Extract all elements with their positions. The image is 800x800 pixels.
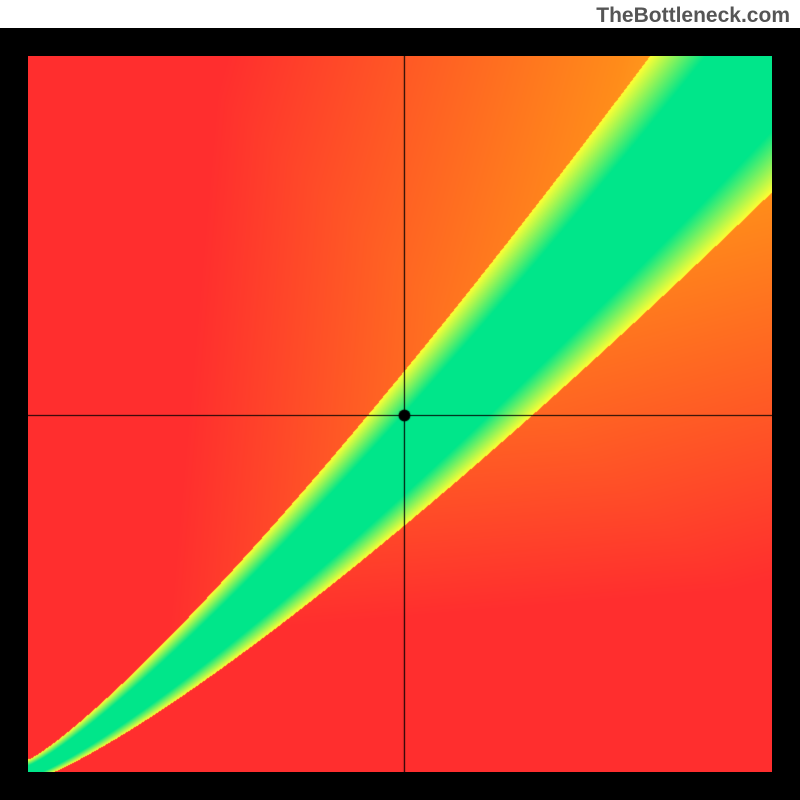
- attribution-text: TheBottleneck.com: [596, 4, 790, 28]
- bottleneck-heatmap: [28, 56, 772, 772]
